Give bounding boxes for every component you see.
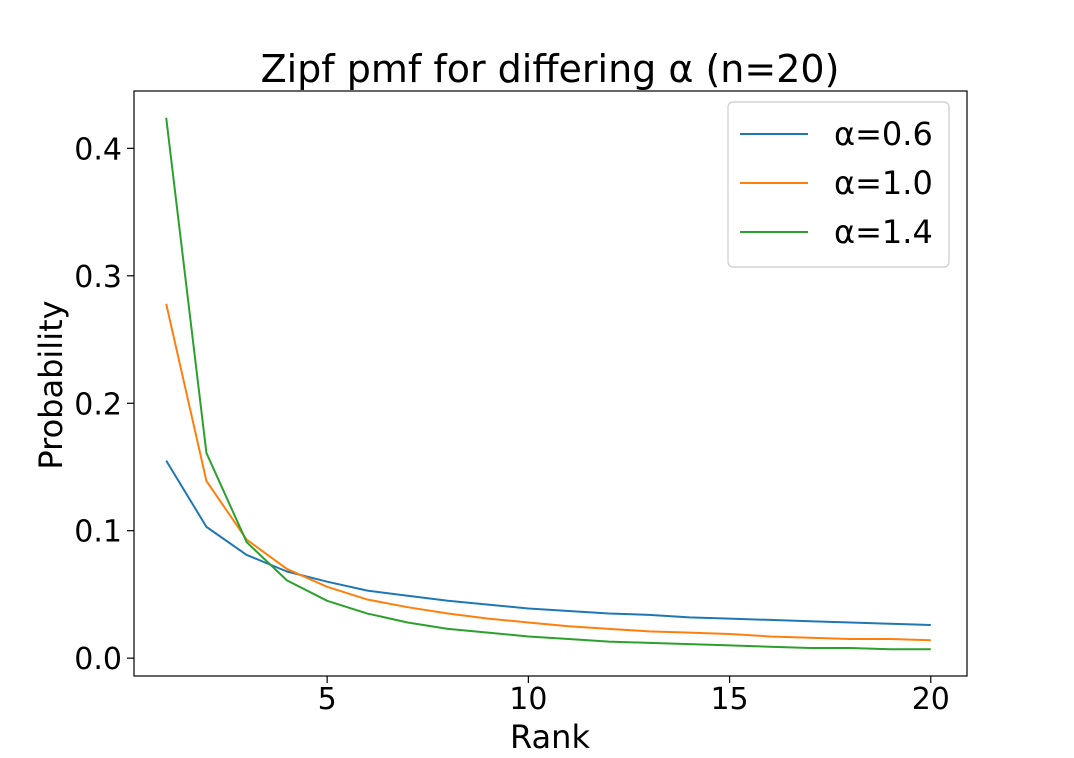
axis-ticks: 5 10 15 20 0.0 0.1 0.2 0.3 0.4	[74, 132, 950, 717]
legend-entry-label: α=1.0	[834, 164, 933, 202]
chart-title: Zipf pmf for differing α (n=20)	[261, 47, 840, 91]
y-tick-label: 0.4	[74, 132, 122, 167]
legend-entry-label: α=1.4	[834, 213, 933, 251]
x-tick-label: 10	[509, 682, 547, 717]
x-tick-label: 15	[710, 682, 748, 717]
plot-area-frame	[133, 90, 968, 677]
y-axis-label: Probability	[32, 300, 70, 469]
y-tick-label: 0.2	[74, 387, 122, 422]
legend-box	[727, 101, 950, 268]
legend-entry-label: α=0.6	[834, 115, 933, 153]
y-tick-label: 0.1	[74, 515, 122, 550]
series-lines	[165, 117, 931, 651]
series-line-3	[165, 117, 931, 651]
y-tick-label: 0.3	[74, 260, 122, 295]
x-tick-label: 5	[318, 682, 337, 717]
series-line-2	[165, 303, 931, 642]
series-line-1	[165, 460, 931, 627]
x-axis-label: Rank	[510, 718, 590, 756]
y-tick-label: 0.0	[74, 642, 122, 677]
legend: α=0.6 α=1.0 α=1.4	[727, 101, 950, 268]
x-tick-label: 20	[912, 682, 950, 717]
